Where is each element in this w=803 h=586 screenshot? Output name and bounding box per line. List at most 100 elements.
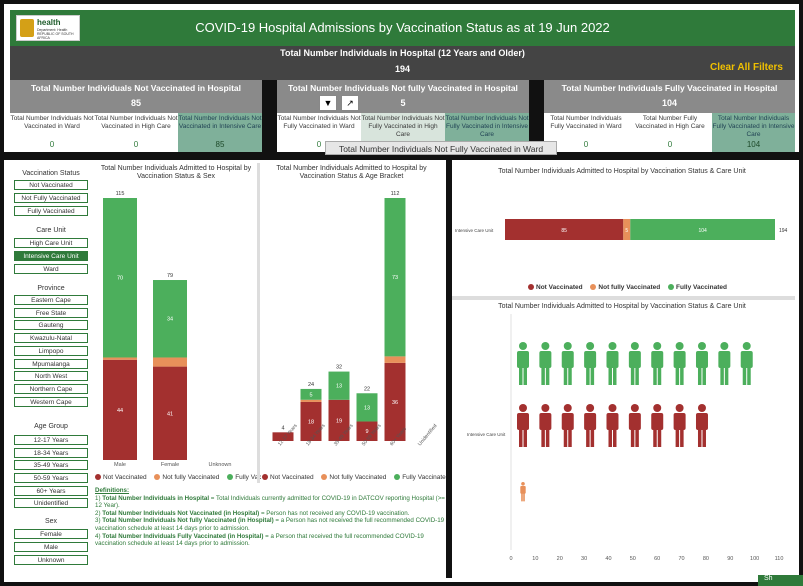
bar-value-label: 85 xyxy=(561,228,567,234)
slicer-title-province: Province xyxy=(37,285,65,292)
x-tick-label: 80 xyxy=(703,556,709,562)
bar-value-label: 18 xyxy=(308,419,314,425)
chart-care-unit-bar[interactable]: Total Number Individuals Admitted to Hos… xyxy=(453,163,791,295)
x-tick-label: 90 xyxy=(727,556,733,562)
sub-label: Total Number Individuals Not Fully Vacci… xyxy=(445,115,529,138)
clear-all-filters-button[interactable]: Clear All Filters xyxy=(710,62,783,73)
slicer-fully-vaccinated[interactable]: Fully Vaccinated xyxy=(14,206,88,216)
legend-dot-fully xyxy=(668,284,675,291)
card-header: Total Number Individuals Not Vaccinated … xyxy=(10,80,262,113)
chart-care-unit-pictograph[interactable]: Total Number Individuals Admitted to Hos… xyxy=(453,300,791,572)
total-value: 194 xyxy=(394,64,411,74)
bar-value-label: 19 xyxy=(336,418,342,424)
slicer-province-item[interactable]: Eastern Cape xyxy=(14,295,88,305)
slicer-age-item[interactable]: 35-49 Years xyxy=(14,460,88,470)
slicer-not-vaccinated[interactable]: Not Vaccinated xyxy=(14,180,88,190)
page-title: COVID-19 Hospital Admissions by Vaccinat… xyxy=(195,20,610,35)
x-tick-label: 50 xyxy=(630,556,636,562)
bar-total-label: 4 xyxy=(281,425,284,431)
tooltip: Total Number Individuals Not Fully Vacci… xyxy=(325,141,557,155)
card-value: 85 xyxy=(130,98,141,108)
header-bar: health Department: Health REPUBLIC OF SO… xyxy=(10,10,795,46)
slicer-high-care-unit[interactable]: High Care Unit xyxy=(14,238,88,248)
bar-value-label: 5 xyxy=(625,228,628,234)
def-num: 4) xyxy=(95,532,101,540)
sub-label: Total Number Individuals Fully Vaccinate… xyxy=(550,115,622,130)
slicer-age-item[interactable]: 60+ Years xyxy=(14,486,88,496)
focus-mode-icon[interactable]: ↗ xyxy=(341,95,359,111)
bar-segment xyxy=(328,399,350,441)
bar-total-label: 22 xyxy=(364,386,370,392)
bar-segment xyxy=(103,198,137,358)
chart-by-age[interactable]: Total Number Individuals Admitted to Hos… xyxy=(261,163,442,485)
person-icon xyxy=(539,342,552,385)
slicer-sex-item[interactable]: Unknown xyxy=(14,555,88,565)
card-label: Total Number Individuals Fully Vaccinate… xyxy=(561,83,778,93)
sub-value: 0 xyxy=(133,140,139,149)
bar-value-label: 13 xyxy=(364,405,370,411)
definition-item: 4) Total Number Individuals Fully Vaccin… xyxy=(95,533,445,548)
total-hospital-card: Total Number Individuals in Hospital (12… xyxy=(10,46,795,80)
legend-dot-not-fully xyxy=(321,474,328,481)
def-term: Total Number Individuals in Hospital xyxy=(102,494,210,502)
slicer-sex-item[interactable]: Male xyxy=(14,542,88,552)
bar-segment xyxy=(103,359,137,460)
slicer-province-item[interactable]: Northern Cape xyxy=(14,384,88,394)
slicer-age-item[interactable]: 18-34 Years xyxy=(14,448,88,458)
legend-dot-fully xyxy=(227,474,234,481)
x-tick-label: 100 xyxy=(750,556,759,562)
slicer-ward[interactable]: Ward xyxy=(14,264,88,274)
slicer-age-item[interactable]: Unidentified xyxy=(14,498,88,508)
chart-care-legend: Not Vaccinated Not fully Vaccinated Full… xyxy=(528,284,727,291)
sub-label: Total Number Individuals Not Vaccinated … xyxy=(10,115,94,130)
sub-card-high-care: Total Number Individuals Not Vaccinated … xyxy=(94,113,178,152)
separator xyxy=(4,152,799,160)
slicer-age-item[interactable]: 50-59 Years xyxy=(14,473,88,483)
slicer-title-vaccination: Vaccination Status xyxy=(22,170,80,177)
legend-dot-not-vaccinated xyxy=(528,284,534,291)
slicer-province-item[interactable]: Limpopo xyxy=(14,346,88,356)
x-tick-label: Female xyxy=(161,462,179,468)
slicer-province-item[interactable]: Western Cape xyxy=(14,397,88,407)
chart-title: Total Number Individuals Admitted to Hos… xyxy=(498,168,746,175)
legend-dot-not-fully xyxy=(590,284,597,291)
slicer-province-item[interactable]: Free State xyxy=(14,308,88,318)
sub-value: 0 xyxy=(667,140,673,149)
person-icon xyxy=(520,482,526,502)
slicer-age-item[interactable]: 12-17 Years xyxy=(14,435,88,445)
sub-value: 0 xyxy=(583,140,589,149)
sub-label: Total Number Individuals Fully Vaccinate… xyxy=(712,115,795,138)
slicer-intensive-care-unit[interactable]: Intensive Care Unit xyxy=(14,251,88,261)
slicer-province-item[interactable]: Gauteng xyxy=(14,320,88,330)
slicer-sex-item[interactable]: Female xyxy=(14,529,88,539)
person-icon xyxy=(517,342,529,385)
def-term: Total Number Individuals Not fully Vacci… xyxy=(102,517,274,525)
chart-by-sex[interactable]: Total Number Individuals Admitted to Hos… xyxy=(95,163,257,485)
logo-subtitle: Department: Health REPUBLIC OF SOUTH AFR… xyxy=(37,28,74,40)
bar-value-label: 36 xyxy=(392,400,398,406)
slicer-not-fully-vaccinated[interactable]: Not Fully Vaccinated xyxy=(14,193,88,203)
slicer-title-care-unit: Care Unit xyxy=(36,227,66,234)
legend-dot-fully xyxy=(394,474,401,481)
corner-button[interactable]: Sh xyxy=(758,575,803,586)
bar-value-label: 5 xyxy=(309,392,312,398)
bar-segment xyxy=(300,401,322,441)
bar-value-label: 34 xyxy=(167,317,173,323)
y-tick-label: Intensive Care Unit xyxy=(467,432,506,437)
chart-title: Total Number Individuals Admitted to Hos… xyxy=(498,303,746,310)
slicer-province-item[interactable]: Mpumalanga xyxy=(14,359,88,369)
bar-value-label: 104 xyxy=(698,228,707,234)
bar-total-label: 79 xyxy=(167,273,173,279)
bar-value-label: 70 xyxy=(117,276,123,282)
bar-segment xyxy=(153,357,187,367)
slicer-province-item[interactable]: North West xyxy=(14,371,88,381)
person-icon xyxy=(718,342,731,385)
person-icon xyxy=(539,404,552,447)
slicer-province-item[interactable]: Kwazulu-Natal xyxy=(14,333,88,343)
sub-value: 0 xyxy=(316,140,322,149)
filter-icon[interactable]: ▼ xyxy=(319,95,337,111)
coat-of-arms-icon xyxy=(20,19,34,37)
def-text: = Total Individuals currently admitted f… xyxy=(95,494,445,510)
card-label: Total Number Individuals Not fully Vacci… xyxy=(288,83,518,93)
